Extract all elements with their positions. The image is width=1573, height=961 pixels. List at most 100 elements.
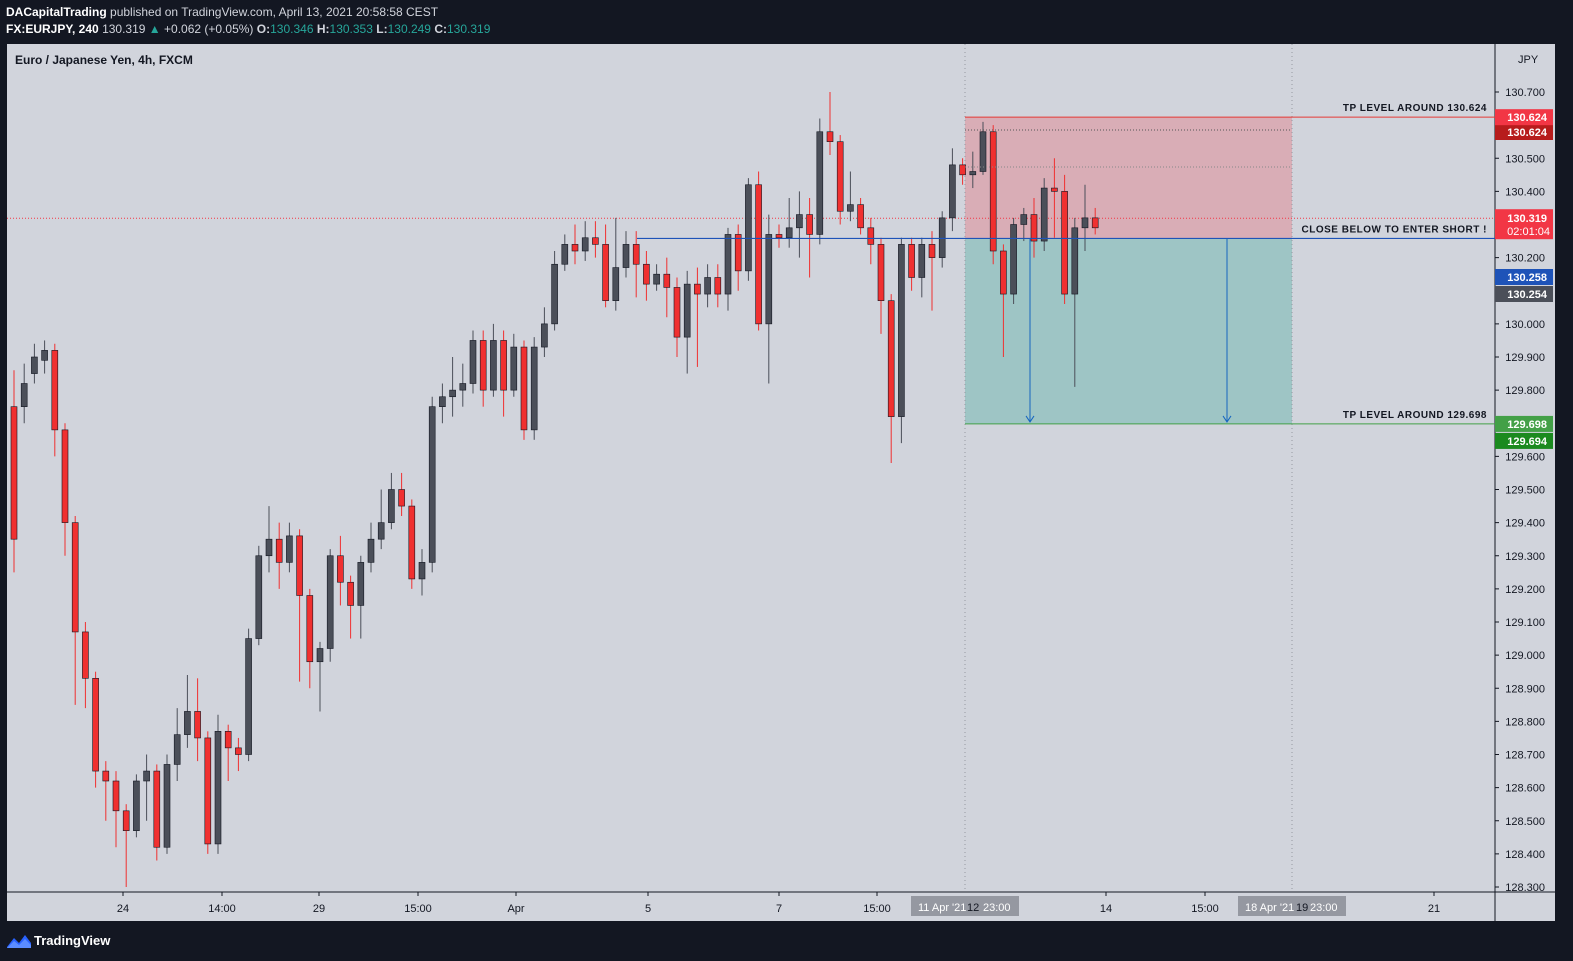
candle-body (459, 383, 467, 391)
price-chart[interactable]: TP LEVEL AROUND 130.624 CLOSE BELOW TO EN… (0, 44, 1573, 924)
price-label-top2-box (1495, 109, 1553, 126)
candle-body (551, 263, 558, 325)
tradingview-logo-icon[interactable] (6, 933, 32, 949)
candle-body (928, 244, 936, 258)
footer: TradingView (0, 924, 1573, 961)
candle-body (306, 595, 314, 663)
y-tick-label: 128.500 (1505, 816, 1545, 828)
candle-body (632, 244, 640, 265)
y-tick-label: 128.400 (1505, 849, 1545, 861)
brand-name[interactable]: TradingView (34, 933, 111, 948)
change-up-icon: ▲ (148, 22, 161, 36)
candle-body (61, 429, 69, 523)
target-zone (965, 238, 1292, 424)
candle-body (163, 764, 171, 848)
candle-body (479, 340, 487, 391)
candle-body (775, 234, 783, 239)
x-tick-label: 15:00 (404, 903, 432, 915)
price-label-gray: 130.254 (1507, 289, 1548, 301)
candle-body (836, 141, 844, 212)
candle-body (1030, 214, 1038, 242)
candle-body (1010, 224, 1017, 295)
x-tick-label: 14 (1100, 903, 1112, 915)
candle-body (408, 505, 416, 580)
price-axis-background[interactable] (1495, 44, 1555, 892)
candle-body (541, 323, 548, 348)
entry-annotation: CLOSE BELOW TO ENTER SHORT ! (1302, 224, 1487, 235)
candle-body (979, 131, 987, 172)
candle-body (1020, 214, 1028, 225)
candle-body (581, 237, 589, 252)
candle-body (1051, 187, 1058, 192)
candle-body (826, 131, 834, 142)
open-label: O: (256, 22, 271, 36)
symbol-label[interactable]: FX:EURJPY, 240 (6, 22, 99, 36)
candle-body (337, 555, 344, 583)
y-tick-label: 129.500 (1505, 485, 1545, 497)
candle-body (153, 770, 161, 848)
position-zones (7, 44, 1495, 892)
candle-body (449, 389, 456, 398)
price-label-top1-box (1495, 124, 1553, 140)
candle-body (653, 273, 660, 285)
last-price: 130.319 (102, 22, 146, 36)
y-tick-label: 128.300 (1505, 882, 1545, 894)
candle-body (714, 277, 722, 295)
candle-body (296, 535, 303, 596)
y-tick-label: 129.600 (1505, 451, 1545, 463)
candle-body (724, 234, 732, 295)
candle-body (592, 237, 599, 245)
candle-body (694, 283, 701, 295)
candle-body (418, 562, 426, 580)
candle-body (643, 263, 650, 285)
x-tick-label: 7 (776, 903, 782, 915)
candle-body (10, 406, 18, 540)
candle-body (357, 562, 365, 606)
candle-body (92, 678, 99, 772)
candle-body (41, 350, 48, 361)
candle-body (683, 283, 691, 338)
ohlc-line: FX:EURJPY, 240 130.319 ▲ +0.062 (+0.05%)… (6, 22, 490, 36)
candle-body (326, 555, 334, 649)
candle-body (704, 277, 711, 295)
y-tick-label: 129.200 (1505, 584, 1545, 596)
candle-body (816, 131, 824, 235)
y-tick-label: 130.500 (1505, 153, 1545, 165)
x-tick-label: Apr (507, 903, 524, 915)
candle-body (469, 340, 477, 384)
tp-lower-annotation: TP LEVEL AROUND 129.698 (1343, 410, 1487, 421)
publisher-name[interactable]: DACapitalTrading (6, 5, 107, 19)
range-end-tick: 19 (1296, 902, 1308, 914)
candle-body (20, 383, 28, 407)
price-label-low1-box (1495, 415, 1553, 432)
price-change: +0.062 (+0.05%) (164, 22, 254, 36)
candle-body (857, 204, 864, 229)
candle-body (867, 227, 875, 245)
y-tick-label: 129.400 (1505, 518, 1545, 530)
candle-body (765, 234, 773, 325)
x-tick-label: 5 (645, 903, 651, 915)
candle-body (785, 227, 793, 239)
candle-body (316, 648, 324, 663)
candle-body (530, 346, 538, 431)
candle-body (1000, 250, 1007, 295)
overlays: TP LEVEL AROUND 130.624 CLOSE BELOW TO EN… (637, 103, 1495, 425)
x-tick-label: 15:00 (863, 903, 891, 915)
candle-body (428, 406, 436, 563)
x-tick-label: 15:00 (1191, 903, 1219, 915)
range-start-time-box (911, 896, 1019, 916)
candle-body (745, 184, 752, 272)
candle-body (1061, 191, 1068, 295)
low-value: 130.249 (387, 22, 431, 36)
x-tick-label: 24 (117, 903, 129, 915)
candle-body (561, 244, 569, 265)
candle-body (194, 711, 201, 739)
high-value: 130.353 (329, 22, 373, 36)
y-tick-label: 130.700 (1505, 87, 1545, 99)
range-start-hour: 23:00 (983, 902, 1011, 914)
candle-body (347, 581, 354, 606)
candle-body (235, 747, 242, 755)
price-label-top2: 130.624 (1507, 112, 1548, 124)
price-label-top1: 130.624 (1507, 127, 1548, 139)
candle-body (673, 287, 681, 338)
